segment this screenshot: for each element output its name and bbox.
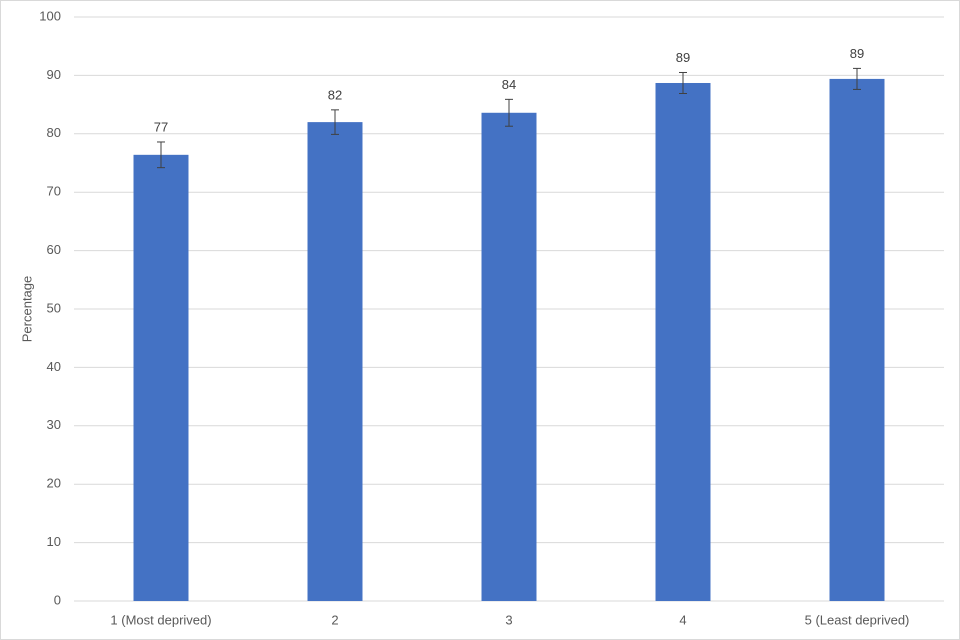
bar — [307, 122, 363, 602]
error-bar — [679, 71, 687, 95]
y-tick-label: 20 — [47, 476, 61, 491]
y-tick-label: 10 — [47, 534, 61, 549]
x-tick-label: 3 — [505, 612, 512, 627]
bar — [655, 82, 711, 601]
y-tick-label: 100 — [39, 8, 61, 23]
error-bar — [331, 109, 339, 135]
y-tick-label: 30 — [47, 417, 61, 432]
x-tick-label: 1 (Most deprived) — [110, 612, 211, 627]
x-tick-label: 5 (Least deprived) — [805, 612, 910, 627]
error-bar — [505, 98, 513, 127]
data-label: 84 — [502, 77, 516, 92]
bar — [829, 78, 885, 602]
error-bar — [853, 67, 861, 90]
y-tick-label: 40 — [47, 359, 61, 374]
data-label: 77 — [154, 119, 168, 134]
y-tick-label: 60 — [47, 242, 61, 257]
x-tick-label: 2 — [331, 612, 338, 627]
y-tick-label: 0 — [54, 592, 61, 607]
y-tick-label: 80 — [47, 125, 61, 140]
y-tick-label: 70 — [47, 184, 61, 199]
data-label: 89 — [850, 46, 864, 61]
bar — [133, 154, 189, 601]
bar — [481, 112, 537, 601]
data-label: 89 — [676, 50, 690, 65]
y-tick-label: 90 — [47, 67, 61, 82]
y-tick-label: 50 — [47, 300, 61, 315]
error-bar — [157, 141, 165, 169]
x-tick-label: 4 — [679, 612, 686, 627]
y-axis-label: Percentage — [19, 276, 34, 343]
data-label: 82 — [328, 87, 342, 102]
